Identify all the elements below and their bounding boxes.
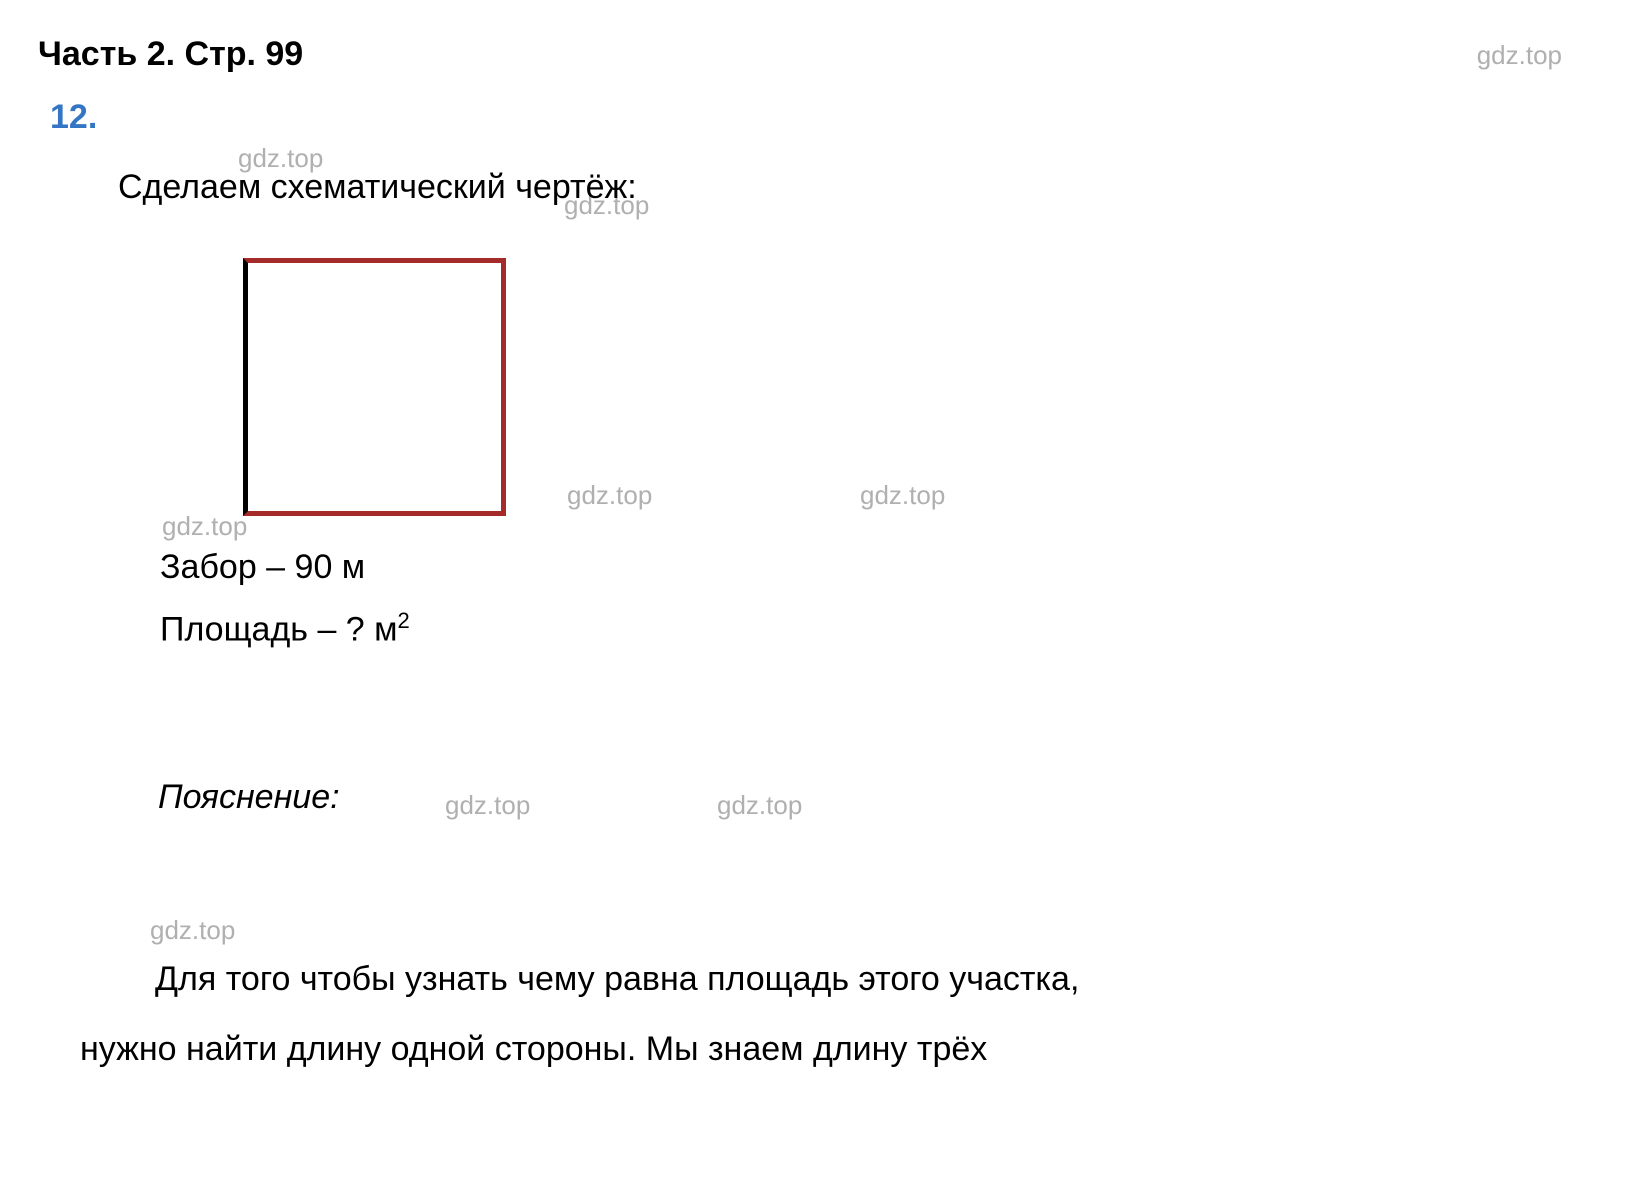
explanation-text-line: Для того чтобы узнать чему равна площадь… xyxy=(155,960,1079,999)
page-title: Часть 2. Стр. 99 xyxy=(38,35,303,74)
diagram-square xyxy=(243,258,506,516)
fence-value-label: Забор – 90 м xyxy=(160,548,365,587)
watermark: gdz.top xyxy=(162,511,247,542)
watermark: gdz.top xyxy=(1477,40,1562,71)
task-number: 12. xyxy=(50,98,97,137)
watermark: gdz.top xyxy=(860,480,945,511)
explanation-text-line: нужно найти длину одной стороны. Мы знае… xyxy=(80,1030,987,1069)
area-prefix: Площадь – ? м xyxy=(160,610,398,648)
explanation-heading: Пояснение: xyxy=(158,778,340,817)
watermark: gdz.top xyxy=(445,790,530,821)
area-value-label: Площадь – ? м2 xyxy=(160,608,410,649)
area-superscript: 2 xyxy=(398,608,410,633)
watermark: gdz.top xyxy=(717,790,802,821)
sketch-label: Сделаем схематический чертёж: xyxy=(118,168,637,207)
watermark: gdz.top xyxy=(150,915,235,946)
watermark: gdz.top xyxy=(567,480,652,511)
